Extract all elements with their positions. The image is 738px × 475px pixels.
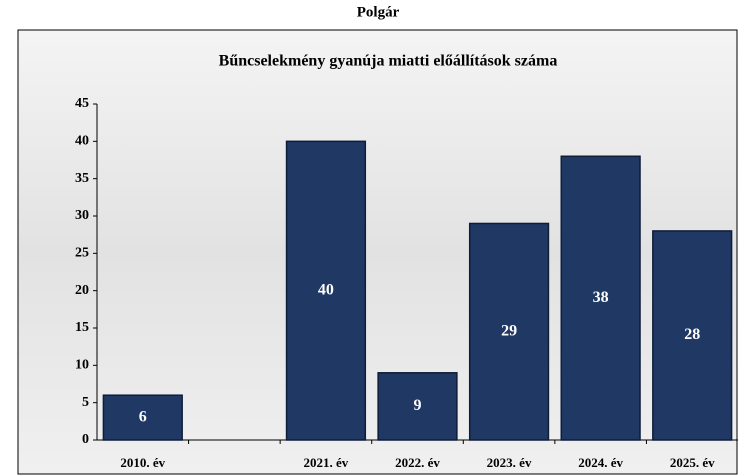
y-tick-label: 40	[75, 134, 89, 149]
value-label: 29	[501, 322, 517, 339]
y-tick-label: 30	[75, 208, 89, 223]
bar	[377, 372, 458, 441]
bar	[468, 222, 550, 441]
x-tick-label: 2022. év	[395, 455, 440, 470]
y-tick-label: 35	[75, 171, 89, 186]
y-tick-label: 20	[75, 283, 89, 298]
value-label: 40	[318, 281, 334, 298]
chart-header: Polgár	[357, 4, 400, 20]
x-tick-label: 2021. év	[304, 455, 349, 470]
bar	[652, 230, 733, 441]
bar	[285, 140, 367, 441]
bar	[560, 155, 641, 441]
value-label: 38	[593, 289, 609, 306]
x-tick-label: 2024. év	[578, 455, 623, 470]
bar	[102, 394, 183, 441]
y-tick-label: 45	[75, 96, 89, 111]
value-label: 6	[139, 408, 147, 425]
chart-title: Bűncselekmény gyanúja miatti előállításo…	[219, 53, 558, 70]
y-tick-label: 25	[75, 246, 89, 261]
value-label: 28	[684, 326, 700, 343]
x-tick-label: 2025. év	[670, 455, 715, 470]
value-label: 9	[414, 397, 422, 414]
y-tick-label: 15	[75, 320, 89, 335]
y-tick-label: 0	[82, 432, 89, 447]
y-tick-label: 5	[82, 395, 89, 410]
y-tick-label: 10	[75, 358, 89, 373]
x-tick-label: 2023. év	[487, 455, 532, 470]
x-tick-label: 2010. év	[120, 455, 165, 470]
